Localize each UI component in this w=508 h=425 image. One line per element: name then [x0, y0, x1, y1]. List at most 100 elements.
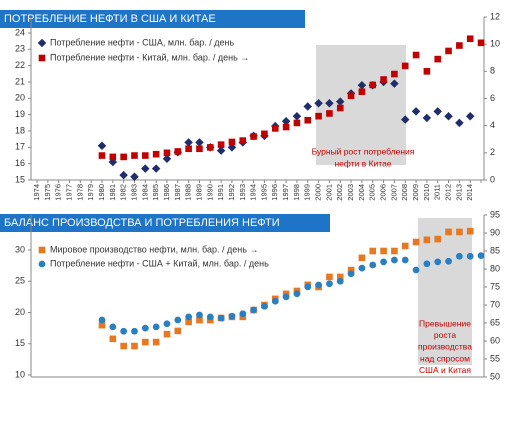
- marker: [477, 252, 485, 260]
- marker: [151, 164, 161, 173]
- marker: [141, 164, 150, 173]
- marker: [380, 76, 387, 83]
- x-tick-label: 1974: [32, 184, 41, 201]
- marker: [347, 92, 355, 100]
- marker: [239, 137, 247, 144]
- marker: [315, 112, 322, 120]
- marker: [130, 172, 139, 181]
- marker: [325, 98, 334, 108]
- marker: [391, 256, 398, 264]
- x-tick-label: 2013: [454, 184, 463, 201]
- y2-tick-label: 65: [490, 317, 500, 327]
- x-tick-label: 2000: [314, 184, 323, 201]
- annotation: Бурный рост потребления: [312, 146, 415, 156]
- x-tick-label: 2012: [444, 184, 453, 201]
- marker: [120, 153, 127, 161]
- marker: [131, 342, 138, 350]
- marker: [456, 228, 463, 236]
- marker: [206, 313, 214, 321]
- marker: [412, 51, 420, 59]
- annotation: роста: [434, 330, 457, 340]
- legend-label: Потребление нефти - США, млн. бар. / ден…: [50, 37, 234, 47]
- y2-tick-label: 50: [490, 371, 500, 381]
- marker: [239, 310, 247, 318]
- marker: [271, 125, 279, 132]
- marker: [142, 152, 149, 159]
- marker: [152, 150, 160, 158]
- x-tick-label: 1978: [75, 184, 84, 201]
- x-tick-label: 1996: [270, 184, 279, 201]
- marker: [401, 256, 409, 264]
- marker: [152, 338, 160, 346]
- marker: [142, 338, 149, 346]
- x-tick-label: 1975: [43, 184, 52, 201]
- y2-tick-label: 60: [490, 335, 500, 345]
- y-tick-label: 23: [15, 44, 25, 54]
- marker: [119, 170, 128, 180]
- marker: [445, 47, 452, 55]
- y-tick-label: 15: [15, 174, 25, 184]
- marker: [412, 266, 420, 274]
- marker: [423, 236, 431, 244]
- title-banner: [0, 10, 305, 28]
- marker: [98, 316, 106, 324]
- x-tick-label: 2009: [411, 184, 420, 201]
- marker: [477, 39, 485, 47]
- marker: [141, 324, 149, 332]
- marker: [37, 38, 47, 48]
- legend-label: Потребление нефти - США + Китай, млн. ба…: [50, 258, 269, 268]
- marker: [163, 330, 171, 338]
- marker: [174, 316, 182, 324]
- marker: [423, 68, 431, 75]
- marker: [38, 260, 46, 268]
- marker: [250, 306, 258, 314]
- marker: [315, 281, 322, 289]
- marker: [391, 70, 398, 78]
- marker: [358, 88, 366, 96]
- marker: [228, 138, 236, 146]
- marker: [195, 138, 204, 147]
- marker: [369, 247, 377, 255]
- legend-label: Потребление нефти - Китай, млн. бар. / д…: [50, 52, 249, 62]
- marker: [434, 55, 442, 63]
- x-tick-label: 1986: [162, 184, 171, 201]
- marker: [185, 313, 193, 321]
- y2-tick-label: 75: [490, 281, 500, 291]
- x-tick-label: 2014: [465, 184, 474, 201]
- marker: [326, 273, 333, 281]
- legend-label: Мировое производство нефти, млн. бар. / …: [50, 244, 258, 254]
- marker: [97, 141, 107, 150]
- marker: [335, 97, 345, 106]
- marker: [391, 247, 398, 255]
- marker: [336, 273, 344, 281]
- x-tick-label: 2011: [433, 184, 442, 200]
- marker: [434, 258, 442, 266]
- x-tick-label: 1991: [216, 184, 225, 201]
- marker: [369, 81, 377, 89]
- x-tick-label: 1983: [129, 184, 138, 201]
- x-tick-label: 1982: [119, 184, 128, 201]
- y2-tick-label: 85: [490, 245, 500, 255]
- marker: [261, 302, 268, 310]
- y2-tick-label: 80: [490, 263, 500, 273]
- marker: [282, 293, 290, 301]
- x-tick-label: 1977: [64, 184, 73, 201]
- marker: [293, 290, 301, 298]
- x-tick-label: 1980: [97, 184, 106, 201]
- annotation: производства: [418, 342, 472, 352]
- marker: [390, 79, 399, 88]
- y2-tick-label: 0: [490, 174, 495, 184]
- x-tick-label: 1998: [292, 184, 301, 201]
- marker: [250, 133, 257, 140]
- y-tick-label: 19: [15, 109, 25, 119]
- marker: [445, 257, 452, 265]
- x-tick-label: 2007: [389, 184, 398, 201]
- x-tick-label: 1984: [140, 184, 149, 201]
- marker: [401, 62, 409, 70]
- marker: [444, 112, 453, 121]
- y-tick-label: 30: [15, 244, 25, 254]
- annotation: нефти в Китае: [334, 158, 391, 168]
- marker: [196, 145, 203, 153]
- marker: [445, 228, 452, 236]
- marker: [304, 116, 312, 124]
